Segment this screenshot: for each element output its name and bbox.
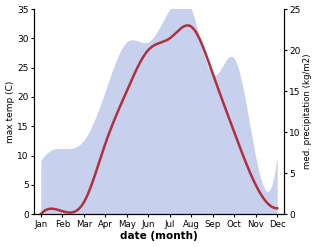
X-axis label: date (month): date (month) [120, 231, 198, 242]
Y-axis label: max temp (C): max temp (C) [5, 80, 15, 143]
Y-axis label: med. precipitation (kg/m2): med. precipitation (kg/m2) [303, 54, 313, 169]
